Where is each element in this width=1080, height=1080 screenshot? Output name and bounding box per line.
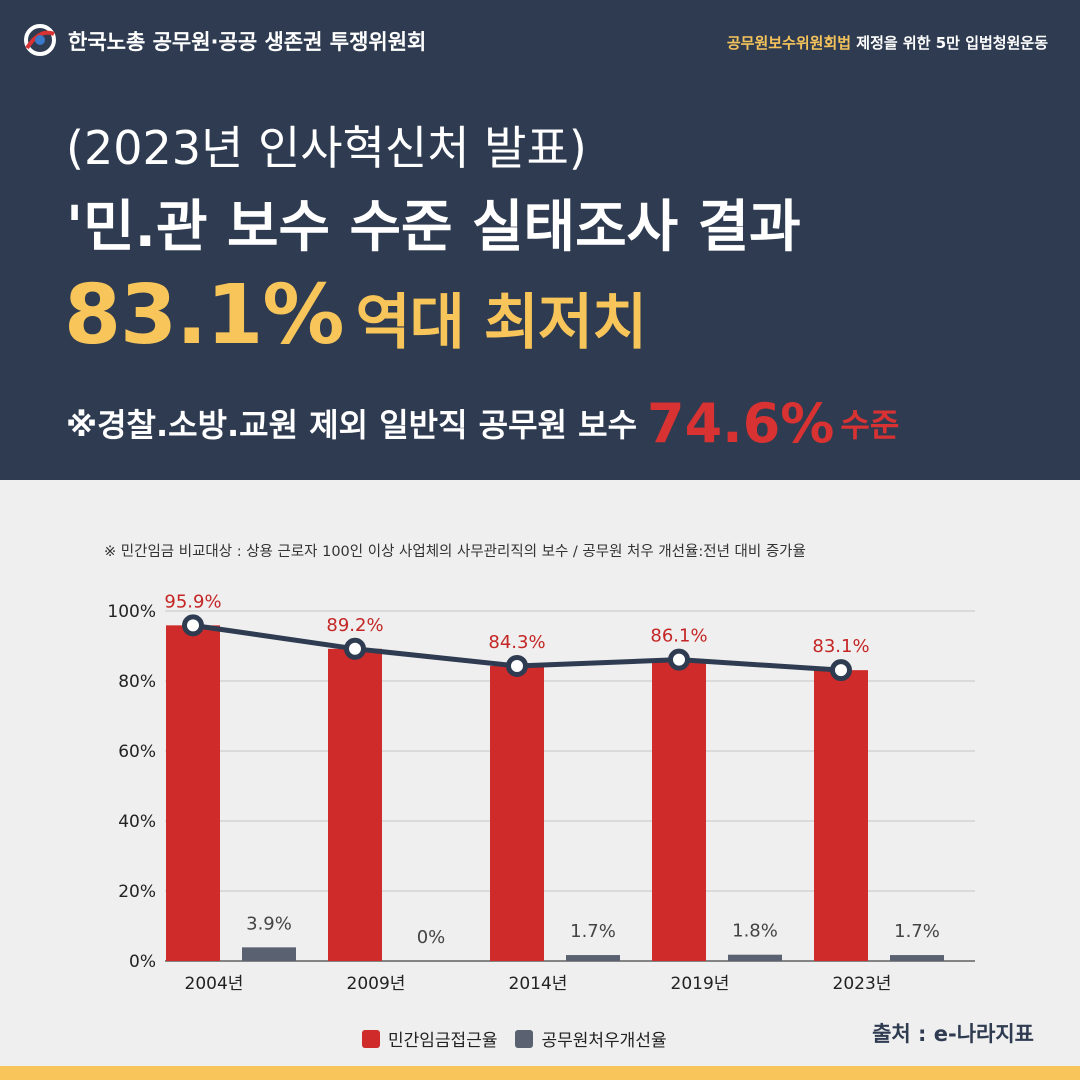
headline-value: 83.1% [64,268,344,363]
campaign-text: 공무원보수위원회법 제정을 위한 5만 입법청원운동 [727,32,1048,53]
data-label-public: 1.7% [570,921,616,942]
trend-point [182,614,204,637]
headline-line3: 83.1% 역대 최저치 [64,268,647,363]
y-tick-label: 80% [118,672,156,692]
y-tick-label: 40% [118,812,156,832]
legend-swatch-public [515,1029,534,1048]
data-label-public: 1.7% [894,921,940,942]
bar-private [166,625,220,961]
x-tick-label: 2004년 [185,974,244,994]
comparison-note: ※ 민간임금 비교대상 : 상용 근로자 100인 이상 사업체의 사무관리직의… [104,544,806,560]
legend-label-private: 민간임금접근율 [388,1031,498,1051]
x-tick-label: 2019년 [671,974,730,994]
x-tick-label: 2009년 [347,974,406,994]
org-name: 한국노총 공무원·공공 생존권 투쟁위원회 [68,30,427,54]
y-tick-label: 100% [107,602,156,622]
headline-line4-value: 74.6% [647,392,835,455]
y-tick-label: 0% [129,952,156,972]
bar-public [566,955,620,961]
header-banner: 한국노총 공무원·공공 생존권 투쟁위원회 공무원보수위원회법 제정을 위한 5… [0,0,1080,480]
data-label-private: 89.2% [326,615,383,636]
x-tick-label: 2014년 [509,974,568,994]
source-label: 출처 : e-나라지표 [872,1022,1034,1046]
data-label-public: 0% [417,927,446,948]
legend-swatch-private [362,1029,380,1048]
headline-line4-text: ※경찰.소방.교원 제외 일반직 공무원 보수 [66,406,638,444]
data-label-public: 3.9% [246,913,292,934]
bar-private [490,665,544,961]
bar-private [814,670,868,961]
trend-point [344,637,366,660]
legend-item-private: 민간임금접근율 [362,1026,497,1051]
trend-point [830,659,852,682]
bar-public [242,947,296,961]
trend-point [506,654,528,677]
headline-line1: (2023년 인사혁신처 발표) [66,121,587,175]
wage-chart: 0% 20% 40% 60% 80% 100% 3.9% 2004년 0% 2009년 1.7% 20… [107,591,975,994]
campaign-highlight: 공무원보수위원회법 [726,34,852,52]
legend-label-public: 공무원처우개선율 [541,1031,667,1051]
data-label-private: 86.1% [650,626,707,647]
headline-record-low: 역대 최저치 [355,288,647,358]
chart-legend: 민간임금접근율 공무원처우개선율 [362,1026,685,1051]
data-label-private: 83.1% [812,636,869,657]
union-logo-icon [24,24,56,56]
headline-line4: ※경찰.소방.교원 제외 일반직 공무원 보수 74.6% 수준 [66,392,899,455]
bar-public [890,955,944,961]
y-tick-label: 20% [118,882,156,902]
legend-item-public: 공무원처우개선율 [515,1026,667,1051]
y-tick-label: 60% [118,742,156,762]
headline-line4-suffix: 수준 [840,406,900,444]
bar-private [328,648,382,961]
bar-private [652,659,706,961]
data-label-private: 95.9% [164,591,221,612]
campaign-rest: 제정을 위한 5만 입법청원운동 [851,34,1048,52]
x-tick-label: 2023년 [833,974,892,994]
headline-line2: '민.관 보수 수준 실태조사 결과 [66,195,801,260]
trend-point [668,648,690,671]
data-label-private: 84.3% [488,632,545,653]
data-label-public: 1.8% [732,921,778,942]
bar-public [728,954,782,961]
bottom-accent-bar [0,1066,1080,1080]
